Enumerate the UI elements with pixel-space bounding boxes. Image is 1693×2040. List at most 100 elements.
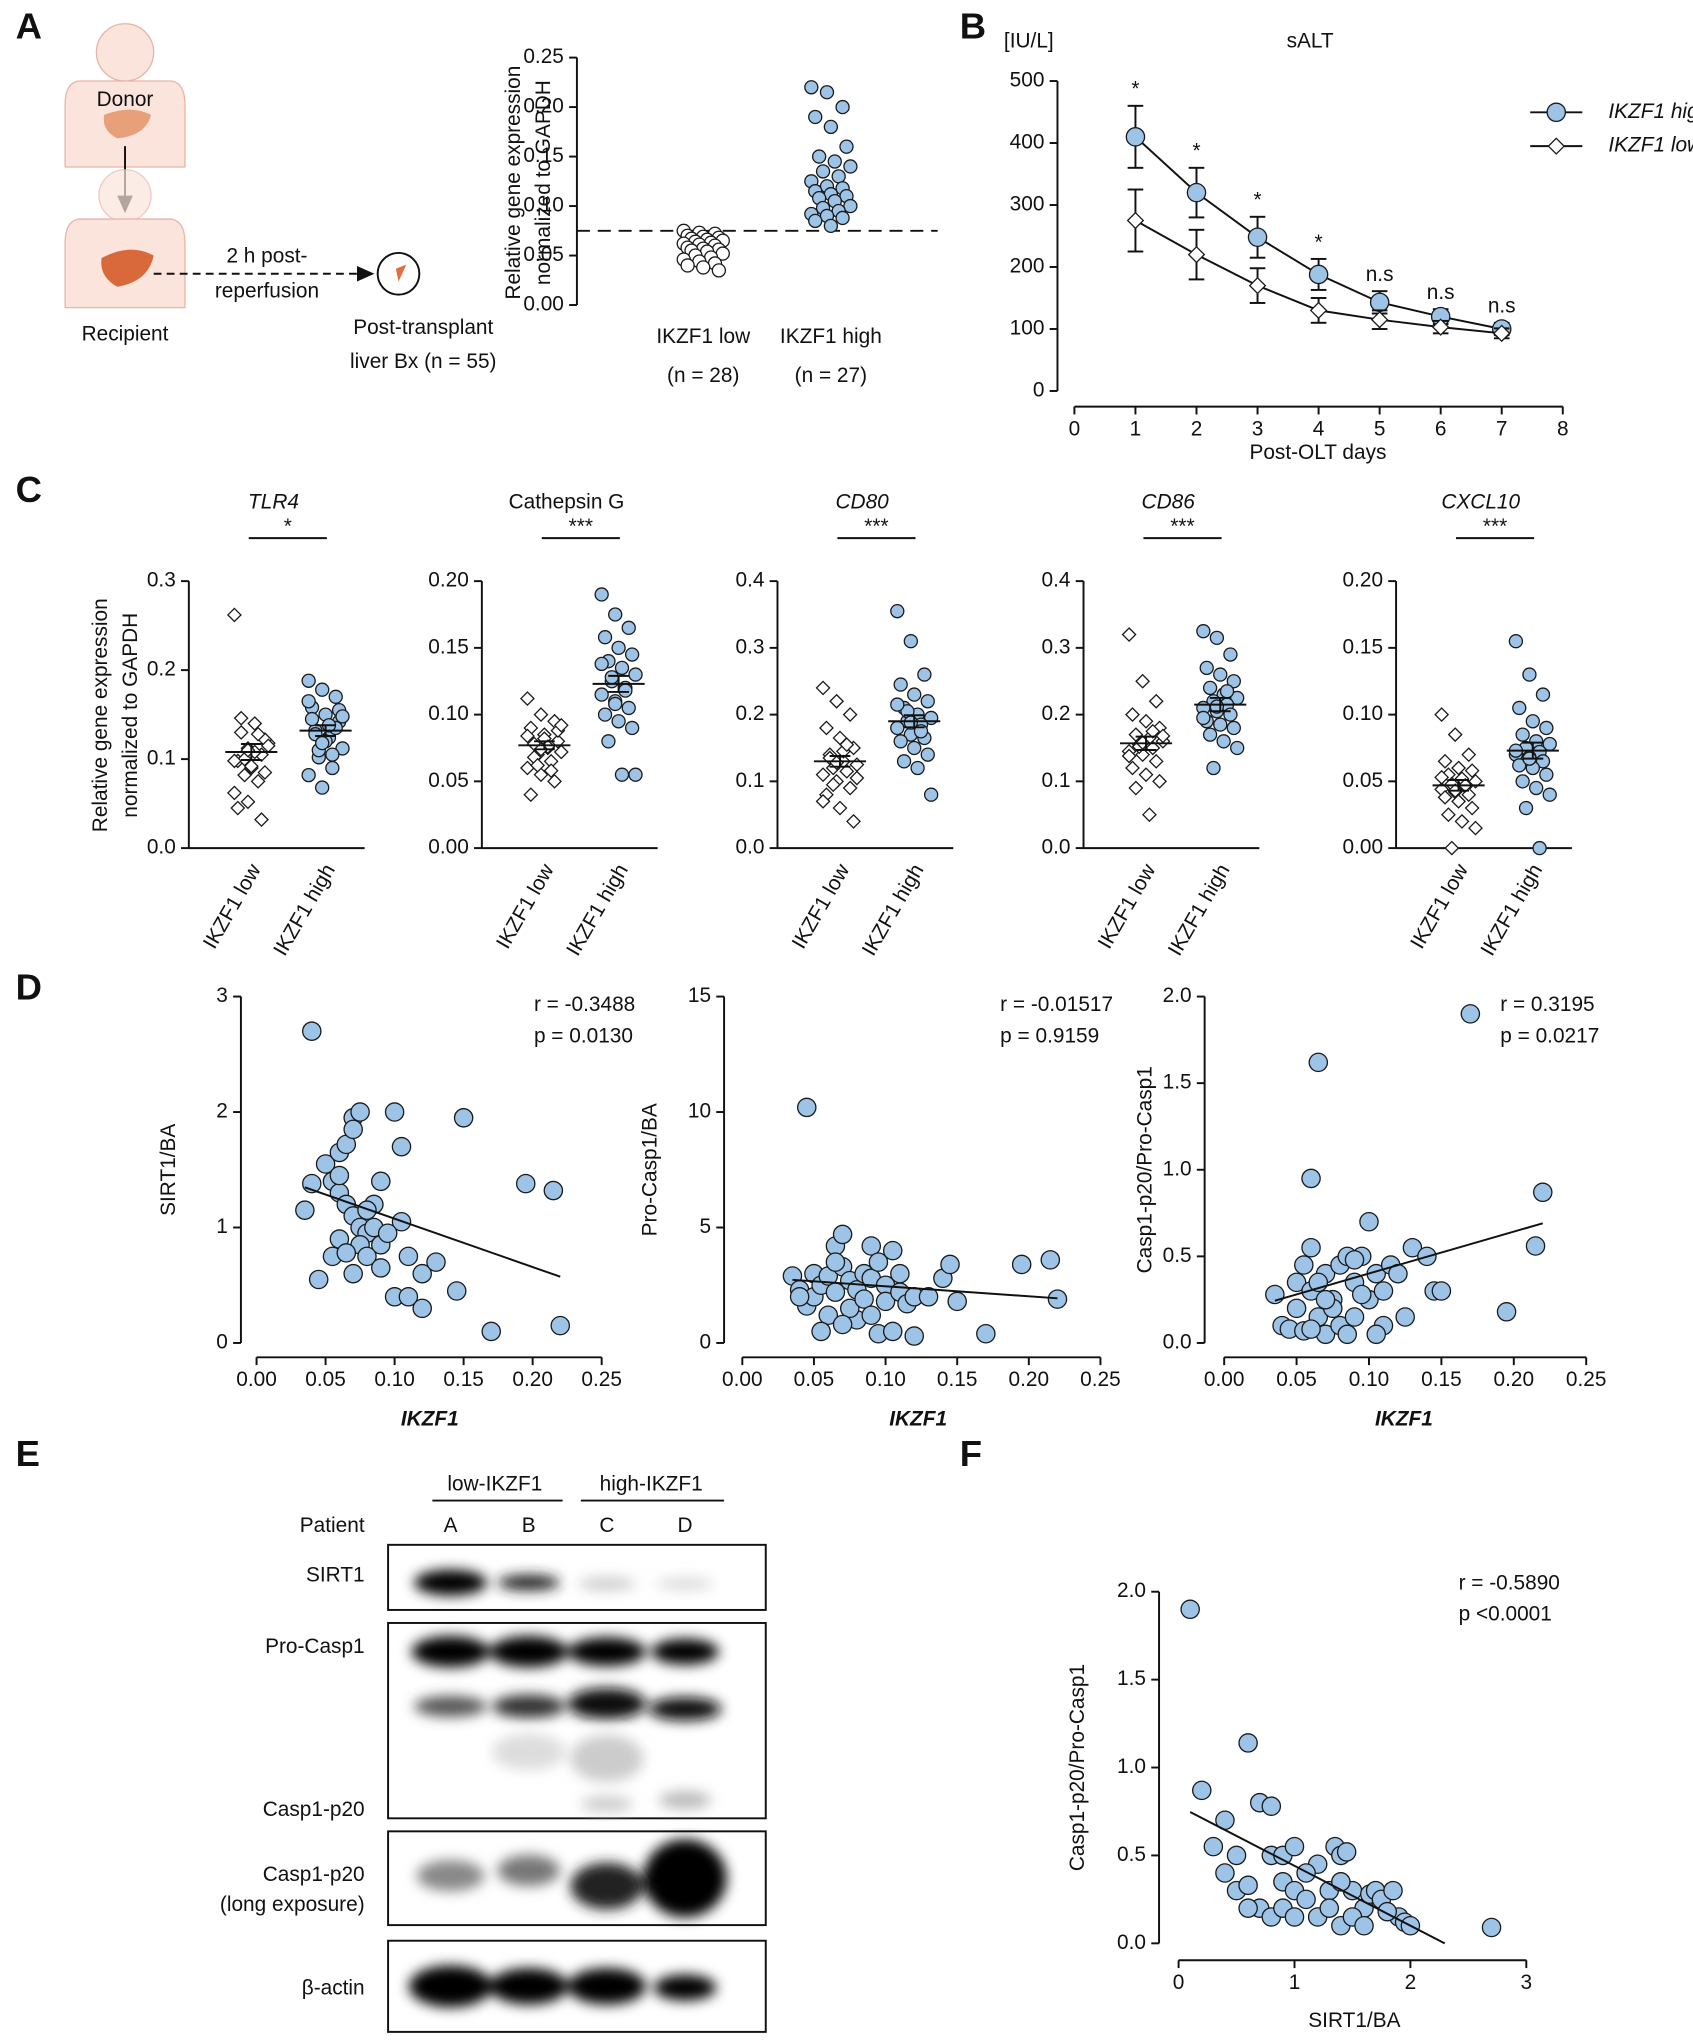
x-tick-label: 0.15 [937, 1368, 978, 1391]
y-tick-label: 1 [216, 1215, 228, 1238]
significance: *** [1483, 515, 1507, 538]
x-tick-label: 0.10 [865, 1368, 906, 1391]
y-axis-label: SIRT1/BA [157, 1124, 180, 1216]
point [882, 1321, 903, 1342]
point [890, 720, 905, 736]
blot-row: Casp1-p20 [263, 1798, 365, 1821]
point [832, 800, 848, 816]
point [839, 737, 855, 753]
point [1248, 276, 1267, 295]
point [624, 720, 640, 736]
point [325, 760, 340, 776]
x-tick-label: IKZF1 low [199, 859, 266, 953]
point [825, 1252, 846, 1272]
point [412, 1263, 432, 1284]
x-tick-label: 6 [1435, 418, 1447, 441]
regression-line [1274, 1222, 1544, 1302]
point [1011, 1254, 1032, 1275]
regression-line [792, 1278, 1058, 1300]
point [842, 707, 858, 723]
y-tick-label: 0.05 [428, 769, 469, 792]
x-tick-label: 0.20 [512, 1368, 553, 1391]
blot-group: high-IKZF1 [600, 1472, 703, 1495]
x-tick-label: 0.05 [794, 1368, 835, 1391]
y-tick-label: 0.0 [147, 836, 176, 859]
point [426, 1252, 446, 1272]
diagram-label: Post-transplant [353, 316, 493, 339]
point [711, 263, 727, 278]
point [302, 1021, 322, 1041]
y-tick-label: 0.20 [1343, 569, 1384, 592]
point [1508, 634, 1524, 649]
point [357, 1200, 377, 1220]
point [890, 1263, 910, 1284]
point [233, 724, 249, 740]
x-tick-label: 0.25 [1566, 1368, 1607, 1391]
point [1377, 1901, 1397, 1922]
point [1040, 1250, 1061, 1270]
point [1515, 774, 1530, 789]
point [391, 1136, 412, 1157]
y-tick-label: 0.5 [1163, 1244, 1192, 1267]
stat-label: p = 0.0130 [534, 1024, 633, 1047]
point [1238, 1733, 1258, 1753]
y-axis-label: Relative gene expression [89, 598, 112, 832]
point [384, 1102, 405, 1122]
point [1286, 1298, 1307, 1319]
point [1296, 1889, 1316, 1910]
diagram [64, 23, 421, 309]
point [1206, 760, 1221, 776]
point [1515, 727, 1530, 742]
stat-label: p = 0.9159 [1000, 1024, 1099, 1047]
point [597, 630, 613, 645]
point [1492, 324, 1511, 343]
point [839, 1298, 860, 1319]
stat-label: r = -0.01517 [1000, 993, 1113, 1016]
y-tick-label: 0.10 [1343, 702, 1384, 725]
point [520, 691, 535, 707]
point [808, 213, 823, 229]
point [907, 687, 922, 702]
chart-title: TLR4 [248, 490, 299, 513]
point [823, 119, 839, 135]
point [243, 758, 259, 774]
point [811, 149, 827, 164]
point [1451, 760, 1467, 776]
y-tick-label: 1.5 [1163, 1071, 1192, 1094]
x-tick-label: 5 [1374, 418, 1386, 441]
chart-title: Cathepsin G [509, 490, 625, 513]
panel-label: D [16, 967, 42, 1008]
panel-label: A [16, 6, 42, 47]
point [257, 765, 273, 780]
point [614, 767, 630, 782]
annotation: n.s [1488, 295, 1516, 318]
blot-lane: B [522, 1514, 536, 1537]
y-tick-label: 0.0 [1042, 836, 1071, 859]
point [829, 693, 845, 709]
point [1319, 1898, 1340, 1918]
point [618, 683, 633, 698]
point [328, 689, 343, 704]
point [446, 1281, 467, 1301]
point [371, 1258, 391, 1278]
point [1535, 687, 1551, 702]
x-tick-label: 0.25 [581, 1368, 622, 1391]
point [1135, 673, 1151, 689]
point [230, 800, 246, 816]
x-tick-label: 3 [1521, 1971, 1533, 1994]
blot-row: β-actin [302, 1976, 365, 1999]
y-axis-label: normalized to GAPDH [532, 80, 555, 285]
point [1464, 763, 1480, 779]
western-blot [387, 1499, 767, 2033]
point [515, 1173, 536, 1194]
point [350, 1102, 370, 1122]
point [904, 1326, 924, 1346]
point [843, 159, 858, 174]
point [1209, 630, 1225, 646]
x-tick-note: (n = 27) [795, 364, 867, 387]
point [1402, 1237, 1423, 1258]
y-tick-label: 0.10 [523, 194, 564, 217]
point [797, 1097, 817, 1118]
point [343, 1119, 363, 1140]
point [1261, 1796, 1282, 1816]
